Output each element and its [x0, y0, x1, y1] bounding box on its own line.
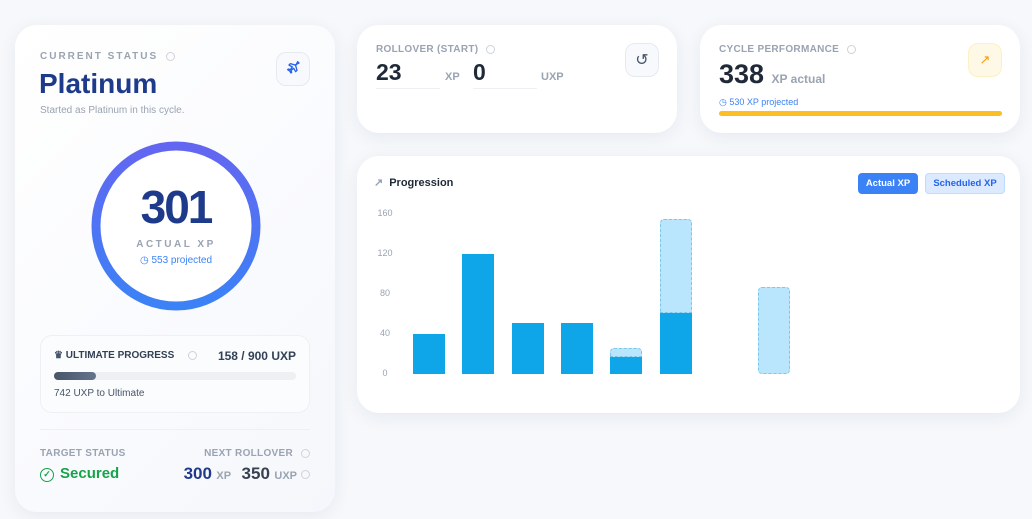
status-card: CURRENT STATUS Platinum Started as Plati…: [15, 25, 335, 512]
info-icon[interactable]: [301, 448, 310, 458]
actual-xp-bar[interactable]: [462, 254, 495, 374]
tier-name: Platinum: [39, 68, 158, 99]
reset-button[interactable]: ↺: [625, 43, 659, 77]
rollover-xp-unit: XP: [445, 71, 460, 83]
rollover-uxp-input[interactable]: 0: [473, 59, 537, 89]
ultimate-remaining: 742 UXP to Ultimate: [54, 388, 145, 399]
next-uxp-unit: UXP: [274, 470, 297, 482]
rollover-card: ROLLOVER (START) 23 XP 0 UXP ↺: [357, 25, 677, 133]
actual-xp-bar[interactable]: [511, 323, 544, 374]
clock-icon: ◷: [719, 97, 730, 107]
chart-title: ↗ Progression: [374, 177, 454, 189]
cycle-actual: 338 XP actual: [719, 59, 825, 90]
legend-actual-xp[interactable]: Actual XP: [858, 173, 918, 194]
target-status-value: ✓ Secured: [40, 465, 119, 482]
plane-button[interactable]: [276, 52, 310, 86]
cycle-progress-fill: [719, 111, 1002, 116]
info-icon[interactable]: [847, 44, 857, 54]
ultimate-progress-fill: [54, 372, 97, 380]
info-icon[interactable]: [301, 470, 310, 480]
crown-icon: ♛: [54, 350, 66, 361]
clock-icon: ◷: [139, 255, 152, 266]
cycle-performance-label: CYCLE PERFORMANCE: [719, 44, 857, 55]
rollover-xp-input[interactable]: 23: [376, 59, 440, 89]
ultimate-progress-label: ♛ ULTIMATE PROGRESS: [54, 350, 198, 361]
cycle-actual-unit: XP actual: [771, 72, 826, 86]
bar-chart: 0 40 80 120 160: [357, 156, 1020, 413]
next-rollover-label: NEXT ROLLOVER: [204, 448, 310, 459]
trend-button[interactable]: ↗: [968, 43, 1002, 77]
y-tick-label: 80: [379, 288, 390, 298]
rollover-uxp-unit: UXP: [541, 71, 564, 83]
actual-xp-value: 301: [140, 181, 214, 233]
current-status-label: CURRENT STATUS: [40, 51, 176, 62]
cycle-projected: ◷ 530 XP projected: [719, 97, 799, 107]
progression-card: ↗ Progression Actual XP Scheduled XP 0 40 8…: [357, 156, 1020, 413]
projected-xp: ◷ 553 projected: [139, 255, 213, 266]
cycle-performance-card: CYCLE PERFORMANCE 338 XP actual ◷ 530 XP…: [700, 25, 1020, 133]
next-xp-unit: XP: [216, 470, 232, 482]
ultimate-progress-panel: ♛ ULTIMATE PROGRESS 158 / 900 UXP 742 UX…: [40, 335, 310, 413]
tier-subtitle: Started as Platinum in this cycle.: [40, 105, 185, 116]
plane-icon: [287, 61, 300, 74]
next-rollover-values: 300 XP 350 UXP: [184, 464, 310, 484]
divider: [40, 429, 310, 430]
y-tick-label: 120: [377, 248, 393, 258]
target-status-label: TARGET STATUS: [40, 448, 126, 459]
info-icon[interactable]: [166, 51, 176, 61]
scheduled-xp-bar[interactable]: [659, 219, 692, 313]
cycle-actual-value: 338: [719, 59, 765, 89]
info-icon[interactable]: [486, 44, 496, 54]
legend-scheduled-xp[interactable]: Scheduled XP: [925, 173, 1005, 194]
y-tick-label: 160: [377, 208, 393, 218]
rollover-label: ROLLOVER (START): [376, 44, 496, 55]
cycle-progress-bar: [719, 111, 1002, 116]
scheduled-xp-bar[interactable]: [610, 348, 643, 357]
check-circle-icon: ✓: [40, 468, 54, 482]
actual-xp-bar[interactable]: [659, 313, 692, 374]
next-uxp: 350: [241, 464, 270, 483]
actual-xp-bar[interactable]: [610, 357, 643, 374]
y-tick-label: 40: [379, 328, 390, 338]
info-icon[interactable]: [188, 350, 198, 360]
actual-xp-label: ACTUAL XP: [136, 239, 216, 250]
ultimate-progress-bar: [54, 372, 296, 380]
y-tick-label: 0: [382, 368, 388, 378]
ultimate-progress-value: 158 / 900 UXP: [217, 349, 296, 363]
scheduled-xp-bar[interactable]: [758, 287, 791, 374]
arrow-up-right-icon: ↗: [374, 177, 384, 189]
xp-ring: [91, 141, 261, 311]
actual-xp-bar[interactable]: [560, 323, 593, 374]
next-xp: 300: [183, 464, 212, 483]
trending-up-icon: ↗: [979, 52, 991, 67]
actual-xp-bar[interactable]: [413, 334, 445, 374]
reset-icon: ↺: [635, 52, 649, 69]
